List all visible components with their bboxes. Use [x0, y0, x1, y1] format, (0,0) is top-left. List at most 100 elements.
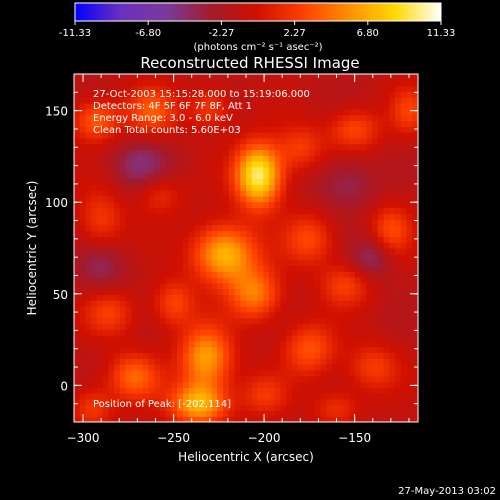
heatmap-cell: [286, 97, 293, 104]
heatmap-cell: [182, 358, 190, 365]
heatmap-cell: [119, 114, 127, 121]
heatmap-cell: [320, 358, 327, 365]
heatmap-cell: [389, 190, 396, 197]
heatmap-cell: [337, 230, 345, 237]
heatmap-cell: [160, 224, 167, 232]
heatmap-cell: [263, 294, 270, 301]
heatmap-cell: [85, 375, 92, 382]
heatmap-cell: [286, 369, 293, 377]
heatmap-cell: [268, 282, 276, 290]
heatmap-cell: [332, 393, 339, 400]
heatmap-cell: [142, 161, 150, 168]
y-tick-label: 100: [45, 196, 68, 210]
heatmap-cell: [309, 265, 316, 272]
heatmap-cell: [286, 103, 293, 110]
heatmap-cell: [85, 108, 92, 116]
heatmap-cell: [131, 195, 138, 203]
heatmap-cell: [412, 190, 418, 197]
heatmap-cell: [389, 178, 396, 185]
heatmap-cell: [85, 155, 92, 162]
heatmap-cell: [343, 259, 350, 266]
heatmap-cell: [223, 166, 230, 174]
heatmap-cell: [217, 143, 224, 150]
heatmap-cell: [372, 294, 379, 301]
heatmap-cell: [171, 381, 178, 388]
heatmap-cell: [205, 323, 213, 330]
heatmap-cell: [251, 85, 259, 92]
heatmap-cell: [337, 340, 345, 348]
heatmap-cell: [395, 126, 402, 133]
heatmap-cell: [108, 271, 115, 278]
heatmap-cell: [320, 230, 327, 237]
heatmap-cell: [251, 393, 259, 400]
heatmap-cell: [320, 277, 327, 284]
heatmap-cell: [165, 248, 173, 255]
heatmap-cell: [211, 259, 218, 266]
heatmap-cell: [349, 126, 356, 133]
heatmap-cell: [280, 364, 287, 371]
heatmap-cell: [291, 329, 299, 336]
heatmap-cell: [85, 300, 92, 307]
heatmap-cell: [188, 213, 195, 220]
heatmap-cell: [85, 398, 92, 406]
heatmap-cell: [234, 282, 241, 290]
heatmap-cell: [125, 213, 132, 220]
heatmap-cell: [74, 97, 81, 104]
heatmap-cell: [326, 271, 333, 278]
heatmap-cell: [171, 311, 178, 319]
heatmap-cell: [119, 224, 127, 232]
heatmap-cell: [377, 207, 385, 214]
heatmap-cell: [131, 79, 138, 87]
heatmap-cell: [406, 155, 413, 162]
heatmap-cell: [406, 236, 413, 243]
heatmap-cell: [234, 103, 241, 110]
heatmap-cell: [200, 201, 207, 208]
heatmap-cell: [383, 329, 390, 336]
heatmap-cell: [182, 398, 190, 406]
heatmap-cell: [354, 393, 362, 400]
heatmap-cell: [303, 294, 310, 301]
heatmap-cell: [91, 311, 98, 319]
heatmap-cell: [102, 236, 109, 243]
heatmap-cell: [165, 108, 173, 116]
heatmap-cell: [119, 79, 127, 87]
heatmap-cell: [108, 172, 115, 179]
heatmap-cell: [177, 213, 184, 220]
heatmap-cell: [297, 311, 304, 319]
heatmap-cell: [332, 137, 339, 145]
heatmap-cell: [211, 166, 218, 174]
heatmap-cell: [263, 172, 270, 179]
heatmap-cell: [114, 103, 121, 110]
heatmap-cell: [263, 329, 270, 336]
heatmap-cell: [354, 161, 362, 168]
heatmap-cell: [148, 207, 155, 214]
heatmap-cell: [280, 277, 287, 284]
heatmap-cell: [349, 248, 356, 255]
heatmap-cell: [400, 97, 408, 104]
heatmap-cell: [177, 248, 184, 255]
heatmap-cell: [263, 335, 270, 342]
heatmap-cell: [154, 335, 161, 342]
heatmap-cell: [314, 207, 322, 214]
heatmap-cell: [200, 329, 207, 336]
heatmap-cell: [142, 335, 150, 342]
heatmap-cell: [349, 288, 356, 295]
heatmap-cell: [360, 248, 367, 255]
heatmap-cell: [326, 155, 333, 162]
heatmap-cell: [280, 346, 287, 353]
heatmap-cell: [395, 155, 402, 162]
heatmap-cell: [297, 300, 304, 307]
heatmap-cell: [343, 323, 350, 330]
heatmap-cell: [91, 126, 98, 133]
heatmap-cell: [246, 369, 253, 377]
heatmap-cell: [246, 271, 253, 278]
heatmap-cell: [228, 108, 236, 116]
heatmap-cell: [280, 311, 287, 319]
heatmap-cell: [372, 184, 379, 191]
heatmap-cell: [377, 137, 385, 145]
heatmap-cell: [274, 184, 281, 191]
heatmap-cell: [91, 161, 98, 168]
heatmap-cell: [96, 410, 104, 417]
heatmap-cell: [102, 224, 109, 232]
heatmap-cell: [360, 184, 367, 191]
